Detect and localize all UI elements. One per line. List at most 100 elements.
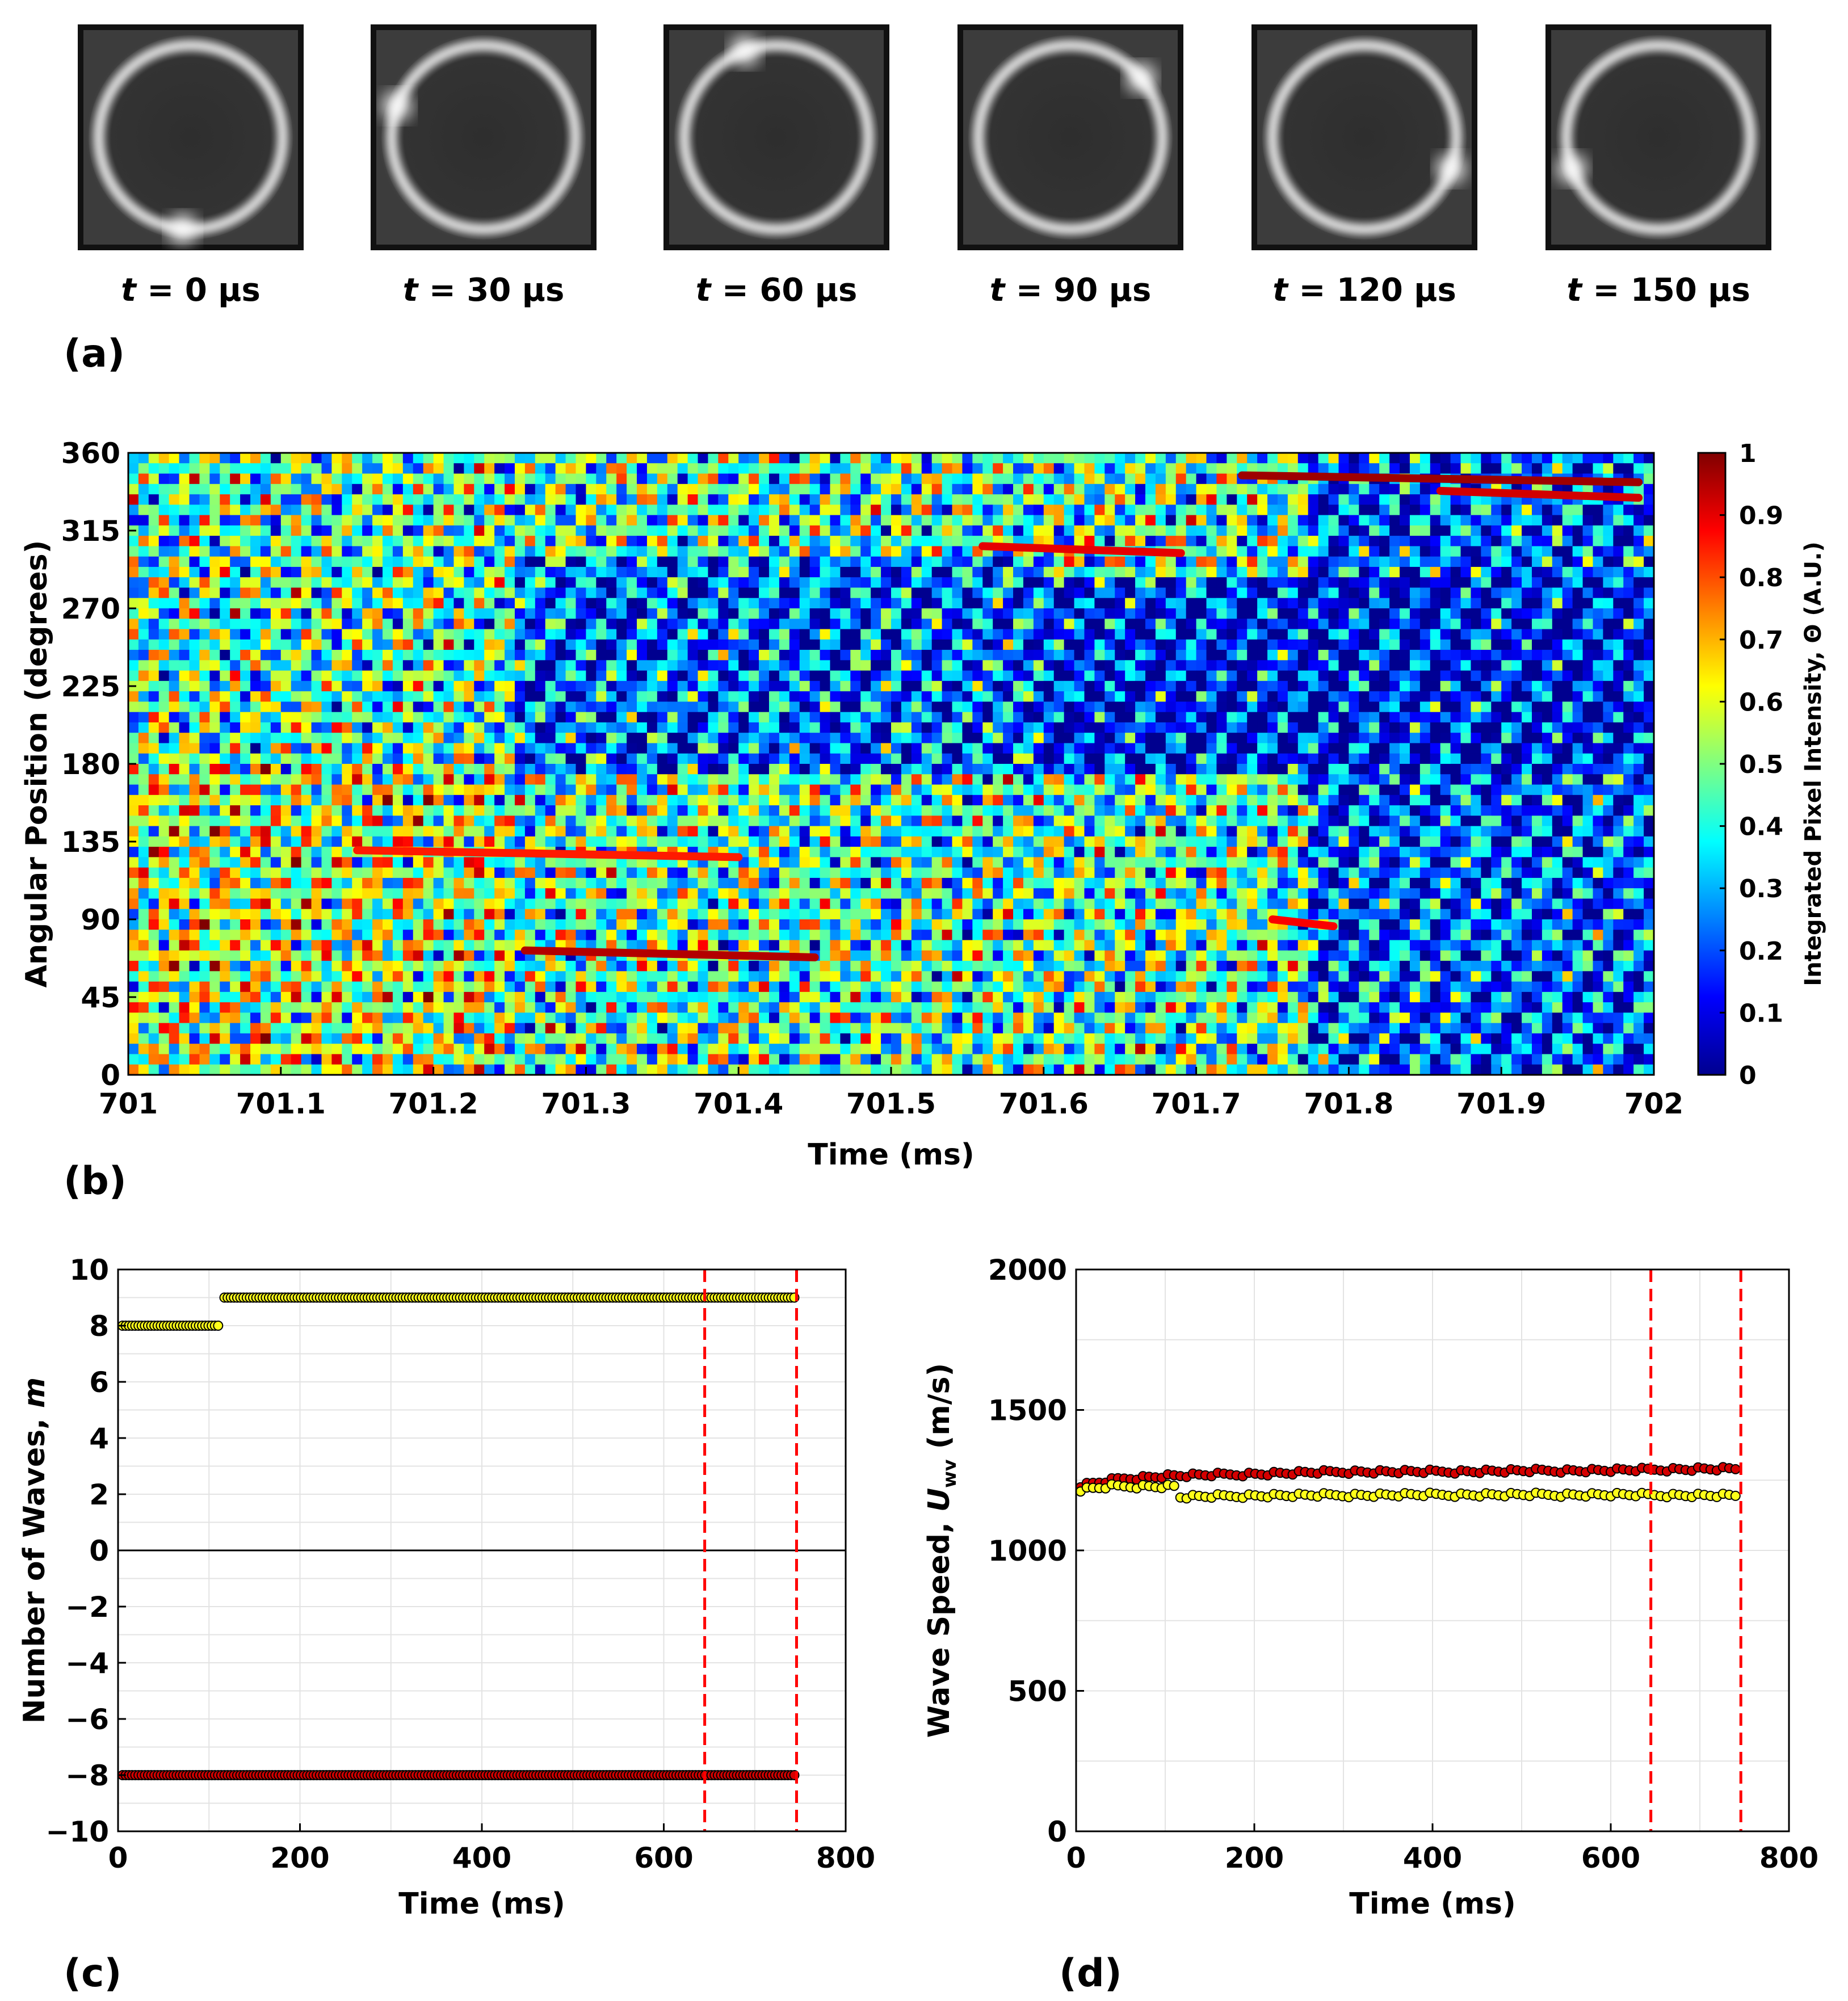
heatmap-cell [270,722,282,733]
heatmap-cell [1369,680,1380,692]
heatmap-cell [1471,691,1481,702]
heatmap-cell [1257,525,1268,536]
heatmap-cell [1338,587,1349,599]
heatmap-cell [1175,629,1187,640]
heatmap-cell [1033,505,1044,516]
heatmap-cell [524,546,536,557]
heatmap-cell [362,764,373,775]
heatmap-cell [911,598,922,609]
heatmap-cell [179,463,190,474]
heatmap-cell [1155,722,1166,733]
heatmap-cell [809,753,821,764]
heatmap-cell [1053,774,1065,785]
heatmap-cell [1043,629,1055,640]
heatmap-cell [148,473,159,485]
heatmap-cell [850,733,861,744]
heatmap-cell [1623,566,1634,578]
heatmap-cell [1603,577,1614,588]
heatmap-cell [209,774,220,785]
heatmap-cell [352,608,363,619]
heatmap-cell [494,733,505,744]
heatmap-cell [708,650,719,661]
heatmap-cell [586,473,597,485]
heatmap-cell [189,473,200,485]
heatmap-cell [1237,556,1248,567]
heatmap-cell [1227,484,1237,495]
heatmap-cell [423,473,434,485]
heatmap-cell [209,608,220,619]
heatmap-cell [1389,680,1400,692]
heatmap-cell [616,619,627,630]
heatmap-cell [1043,536,1055,547]
heatmap-cell [1287,660,1299,671]
heatmap-cell [138,598,149,609]
heatmap-cell [677,536,688,547]
heatmap-cell [291,525,302,536]
heatmap-cell [321,453,332,464]
heatmap-cell [942,484,953,495]
heatmap-cell [1644,577,1654,588]
heatmap-cell [931,608,943,619]
heatmap-cell [646,463,658,474]
heatmap-cell [1277,598,1288,609]
heatmap-cell [250,753,261,764]
heatmap-cell [433,598,444,609]
heatmap-cell [840,650,851,661]
heatmap-cell [1043,453,1055,464]
heatmap-cell [1003,639,1014,650]
heatmap-cell [423,650,434,661]
heatmap-cell [1593,712,1603,723]
heatmap-cell [881,453,892,464]
heatmap-cell [789,639,800,650]
heatmap-cell [1175,505,1187,516]
heatmap-cell [789,660,800,671]
heatmap-cell [1379,463,1390,474]
heatmap-cell [1043,463,1055,474]
heatmap-cell [311,691,322,702]
heatmap-cell [1155,660,1166,671]
heatmap-cell [1613,463,1624,474]
heatmap-cell [1511,774,1522,785]
heatmap-cell [1165,784,1177,796]
heatmap-cell [1349,670,1359,682]
heatmap-cell [1613,639,1624,650]
heatmap-cell [301,691,312,702]
heatmap-cell [901,784,912,796]
heatmap-cell [646,701,658,713]
heatmap-cell [443,722,455,733]
heatmap-cell [311,650,322,661]
heatmap-cell [931,753,943,764]
heatmap-cell [637,639,648,650]
heatmap-cell [1023,608,1034,619]
heatmap-cell [535,660,546,671]
heatmap-cell [474,536,485,547]
heatmap-cell [1552,463,1563,474]
heatmap-cell [1186,774,1197,785]
heatmap-cell [524,494,536,505]
heatmap-cell [911,619,922,630]
heatmap-cell [535,546,546,557]
heatmap-cell [1338,577,1349,588]
heatmap-cell [474,660,485,671]
heatmap-cell [484,650,495,661]
heatmap-cell [942,473,953,485]
heatmap-cell [962,556,973,567]
heatmap-cell [128,536,139,547]
heatmap-cell [606,650,617,661]
heatmap-cell [209,691,220,702]
heatmap-cell [321,484,332,495]
heatmap-cell [1257,484,1268,495]
heatmap-cell [1094,691,1105,702]
heatmap-cell [1349,556,1359,567]
heatmap-cell [1043,556,1055,567]
heatmap-cell [993,515,1003,526]
heatmap-cell [230,650,241,661]
heatmap-cell [321,691,332,702]
heatmap-cell [1440,660,1451,671]
heatmap-cell [392,598,404,609]
heatmap-cell [342,691,352,702]
heatmap-cell [464,556,474,567]
heatmap-cell [667,722,678,733]
heatmap-cell [962,660,973,671]
heatmap-cell [1308,670,1319,682]
